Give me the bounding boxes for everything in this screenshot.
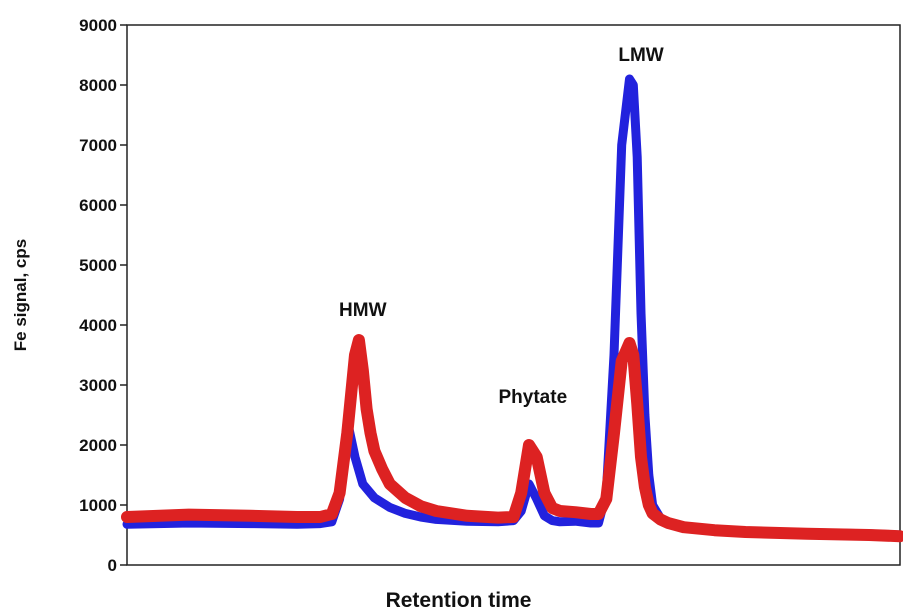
peak-label-hmw: HMW [339, 300, 387, 321]
y-tick-label: 5000 [79, 256, 117, 275]
y-tick-label: 0 [108, 556, 117, 575]
y-tick-label: 3000 [79, 376, 117, 395]
y-tick-label: 9000 [79, 16, 117, 35]
y-tick-label: 8000 [79, 76, 117, 95]
y-tick-label: 4000 [79, 316, 117, 335]
y-tick-label: 6000 [79, 196, 117, 215]
series-0-line [122, 74, 903, 540]
y-tick-label: 2000 [79, 436, 117, 455]
y-tick-label: 7000 [79, 136, 117, 155]
x-axis-title: Retention time [386, 589, 532, 612]
y-tick-label: 1000 [79, 496, 117, 515]
peak-label-phytate: Phytate [499, 387, 568, 408]
peak-label-lmw: LMW [618, 45, 663, 66]
series-1-line [121, 334, 903, 543]
plot-frame [126, 24, 901, 566]
y-axis-title: Fe signal, cps [11, 239, 30, 351]
